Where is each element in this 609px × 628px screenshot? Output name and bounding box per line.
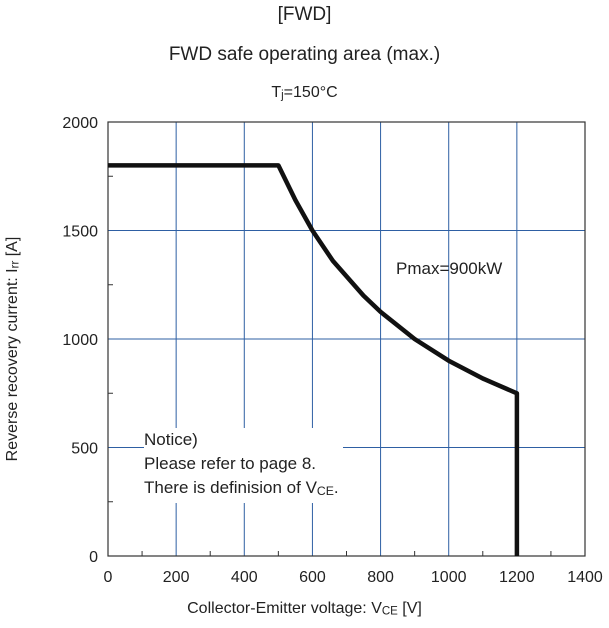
x-axis-label: Collector-Emitter voltage: VCE [V] bbox=[0, 600, 609, 618]
x-tick-label-5: 1000 bbox=[431, 569, 467, 586]
chart-title-tag: [FWD] bbox=[277, 4, 332, 25]
y-axis-label: Reverse recovery current: Irr [A] bbox=[4, 214, 22, 484]
x-tick-label-3: 600 bbox=[299, 569, 326, 586]
subtitle-main: T bbox=[271, 84, 282, 101]
y-tick-label-3: 1500 bbox=[62, 224, 98, 241]
y-tick-label-0: 0 bbox=[89, 549, 98, 566]
notice-annotation: Notice) Please refer to page 8. There is… bbox=[144, 428, 343, 503]
y-axis-label-rest: [A] bbox=[4, 236, 21, 261]
notice-line-3: There is definision of VCE. bbox=[144, 476, 339, 503]
x-tick-label-6: 1200 bbox=[499, 569, 535, 586]
x-axis-label-rest: [V] bbox=[397, 600, 422, 617]
x-axis-label-main: Collector-Emitter voltage: V bbox=[187, 600, 382, 617]
x-tick-label-2: 400 bbox=[231, 569, 258, 586]
notice-line-1: Notice) bbox=[144, 430, 198, 449]
x-tick-label-1: 200 bbox=[163, 569, 190, 586]
x-axis-label-sub: CE bbox=[381, 605, 398, 618]
y-axis-label-sub: rr bbox=[9, 260, 22, 269]
notice-line-2: Please refer to page 8. bbox=[144, 454, 317, 473]
subtitle-rest: =150°C bbox=[283, 84, 338, 101]
pmax-annotation: Pmax=900kW bbox=[396, 259, 503, 278]
x-tick-label-7: 1400 bbox=[567, 569, 603, 586]
y-tick-label-1: 500 bbox=[71, 441, 98, 458]
notice-line-3-main: There is definision of V bbox=[144, 478, 317, 497]
notice-line-3-rest: . bbox=[333, 478, 339, 497]
x-tick-label-0: 0 bbox=[104, 569, 113, 586]
y-tick-label-4: 2000 bbox=[62, 115, 98, 132]
soa-curve-series-0 bbox=[108, 163, 520, 556]
chart-subtitle: Tj=150°C bbox=[0, 84, 609, 102]
chart-title: FWD safe operating area (max.) bbox=[168, 44, 441, 65]
notice-line-3-sub: CE bbox=[316, 483, 334, 498]
y-axis-label-main: Reverse recovery current: I bbox=[4, 268, 21, 462]
subtitle-subscript: j bbox=[281, 89, 284, 102]
x-tick-label-4: 800 bbox=[367, 569, 394, 586]
y-tick-label-2: 1000 bbox=[62, 332, 98, 349]
